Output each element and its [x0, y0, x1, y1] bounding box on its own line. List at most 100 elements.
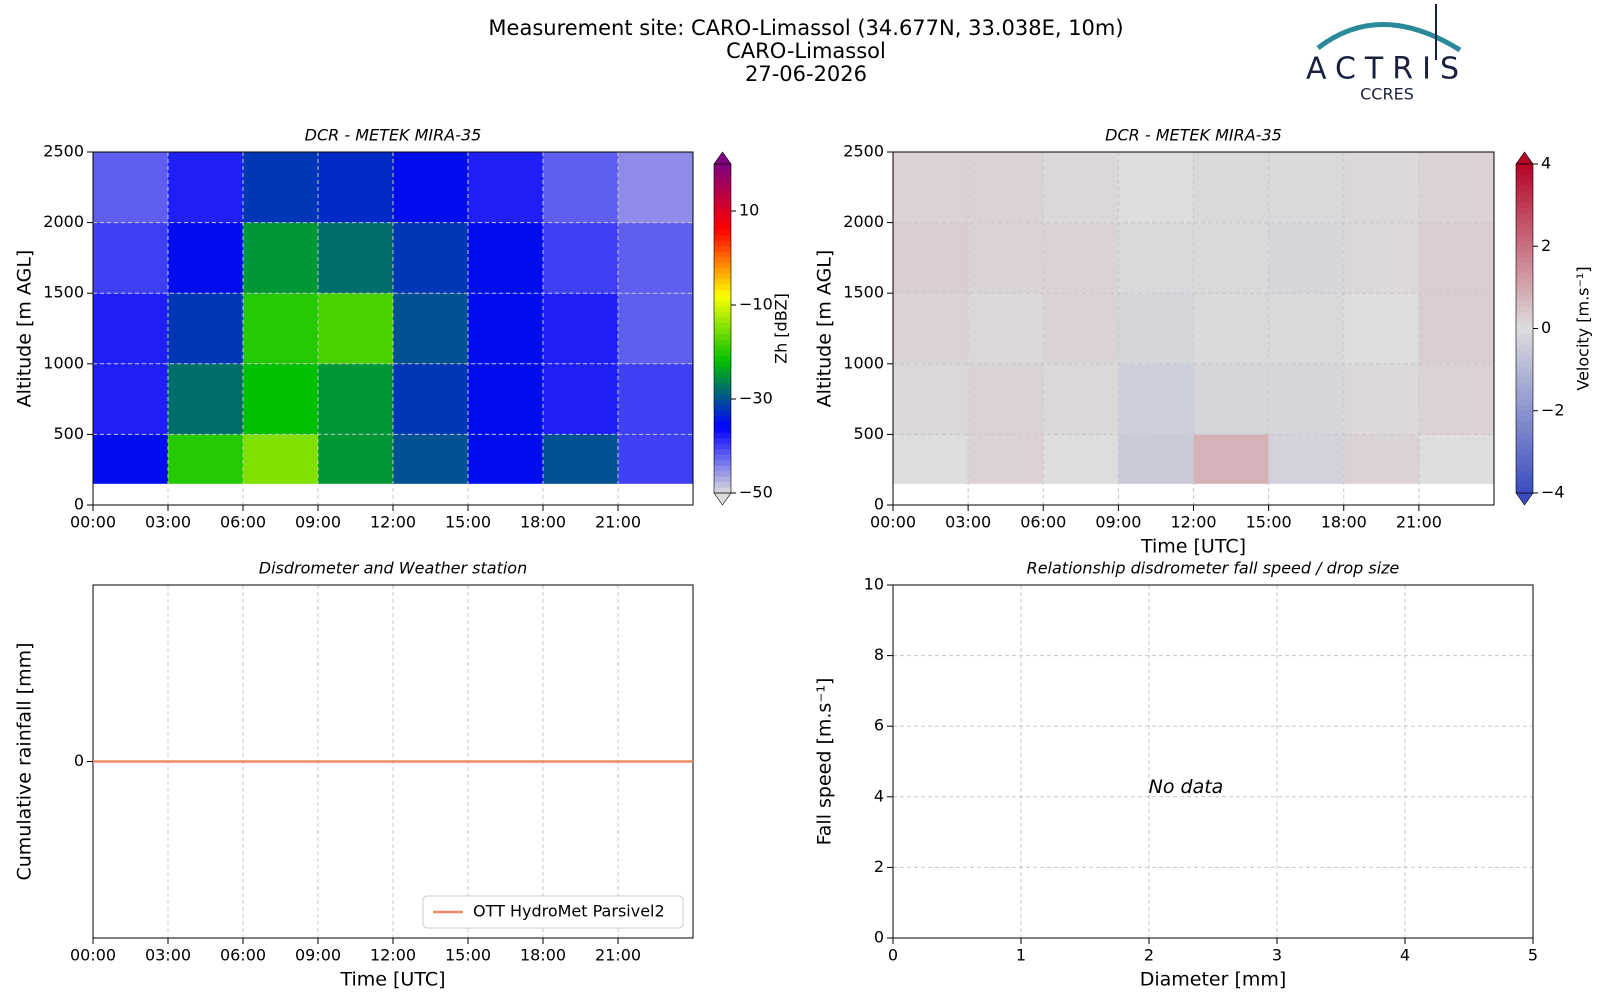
heatmap-cell	[318, 363, 393, 435]
colorbar-segment	[714, 416, 731, 423]
colorbar-segment	[714, 449, 731, 456]
colorbar-segment	[1516, 421, 1533, 428]
y-axis-label: Cumulative rainfall [mm]	[14, 642, 36, 880]
colorbar-segment	[714, 284, 731, 291]
colorbar-segment	[714, 251, 731, 258]
x-tick-label: 09:00	[1095, 513, 1141, 532]
colorbar-segment	[714, 196, 731, 203]
colorbar-segment	[1516, 443, 1533, 450]
colorbar-segment	[1516, 432, 1533, 439]
heatmap-cell	[893, 293, 969, 364]
colorbar-segment	[714, 350, 731, 357]
logo-text: ACTRIS	[1306, 52, 1468, 87]
logo: ACTRIS CCRES	[1306, 4, 1468, 104]
colorbar-extend	[1515, 151, 1534, 165]
colorbar-segment	[1516, 301, 1533, 308]
heatmap-cell	[1343, 363, 1419, 435]
y-tick-label: 0	[874, 495, 884, 514]
colorbar-segment	[714, 279, 731, 286]
x-tick-label: 12:00	[370, 513, 416, 532]
y-tick-label: 6	[874, 716, 884, 735]
heatmap-cell	[1193, 152, 1269, 223]
heatmap-cell	[1118, 363, 1194, 435]
heatmap-cell	[1043, 222, 1119, 294]
y-tick-label: 4	[874, 786, 884, 805]
colorbar-segment	[714, 224, 731, 231]
y-axis-label: Fall speed [m.s⁻¹]	[814, 678, 836, 846]
heatmap-cell	[543, 363, 618, 435]
colorbar-segment	[1516, 388, 1533, 395]
colorbar-segment	[1516, 180, 1533, 187]
x-tick-label: 12:00	[370, 946, 416, 965]
heatmap-cell	[93, 434, 168, 484]
legend-box	[422, 895, 684, 929]
colorbar-segment	[714, 421, 731, 428]
heatmap-cell	[468, 363, 543, 435]
heatmap-cell	[318, 293, 393, 364]
colorbar-segment	[1516, 454, 1533, 461]
y-tick-label: 2	[874, 857, 884, 876]
colorbar-segment	[714, 432, 731, 439]
colorbar-segment	[714, 328, 731, 335]
colorbar-tick-label: 0	[1541, 318, 1551, 337]
colorbar-segment	[1516, 366, 1533, 373]
colorbar-segment	[1516, 251, 1533, 258]
colorbar-segment	[714, 301, 731, 308]
colorbar-tick-label: −30	[739, 389, 773, 408]
heatmap-cell	[1193, 363, 1269, 435]
heatmap-cell	[543, 152, 618, 223]
x-tick-label: 18:00	[1321, 513, 1367, 532]
colorbar-segment	[1516, 487, 1533, 494]
colorbar-tick-label: −50	[739, 483, 773, 502]
colorbar-segment	[714, 202, 731, 209]
colorbar-tick-label: 4	[1541, 154, 1551, 173]
heatmap-cell	[1268, 363, 1344, 435]
colorbar-segment	[1516, 355, 1533, 362]
logo-arc	[1316, 22, 1462, 53]
colorbar-segment	[714, 312, 731, 319]
colorbar-segment	[1516, 383, 1533, 390]
colorbar-segment	[1516, 405, 1533, 412]
colorbar-segment	[714, 487, 731, 494]
colorbar-segment	[714, 399, 731, 406]
y-tick-label: 2000	[843, 212, 884, 231]
x-tick-label: 06:00	[1020, 513, 1066, 532]
x-tick-label: 3	[1272, 946, 1282, 965]
heatmap-cell	[1118, 434, 1194, 484]
heatmap-cell	[618, 293, 693, 364]
colorbar-segment	[1516, 344, 1533, 351]
colorbar-segment	[1516, 191, 1533, 198]
colorbar-segment	[714, 295, 731, 302]
x-tick-label: 15:00	[445, 513, 491, 532]
x-tick-label: 21:00	[595, 513, 641, 532]
heatmap-cell	[1418, 363, 1494, 435]
colorbar-segment	[1516, 438, 1533, 445]
colorbar-segment	[714, 361, 731, 368]
colorbar-segment	[1516, 333, 1533, 340]
colorbar-segment	[1516, 350, 1533, 357]
colorbar-segment	[1516, 268, 1533, 275]
heatmap-cell	[1118, 222, 1194, 294]
colorbar-segment	[1516, 410, 1533, 417]
colorbar-segment	[714, 388, 731, 395]
colorbar-tick-label: 2	[1541, 236, 1551, 255]
heatmap-cell	[543, 293, 618, 364]
colorbar-tick-label: −4	[1541, 483, 1565, 502]
x-axis-label: Time [UTC]	[339, 969, 445, 991]
y-tick-label: 1000	[843, 353, 884, 372]
colorbar-segment	[714, 164, 731, 170]
heatmap-cell	[468, 222, 543, 294]
heatmap-cell	[1043, 434, 1119, 484]
heatmap-cell	[1118, 152, 1194, 223]
y-tick-label: 1000	[43, 353, 84, 372]
heatmap-cell	[968, 152, 1044, 223]
colorbar-segment	[714, 410, 731, 417]
heatmap-cell	[468, 293, 543, 364]
y-tick-label: 2000	[43, 212, 84, 231]
colorbar-segment	[1516, 185, 1533, 192]
x-tick-label: 12:00	[1170, 513, 1216, 532]
colorbar-label: Zh [dBZ]	[772, 293, 791, 364]
colorbar-segment	[1516, 471, 1533, 478]
colorbar-segment	[1516, 323, 1533, 329]
